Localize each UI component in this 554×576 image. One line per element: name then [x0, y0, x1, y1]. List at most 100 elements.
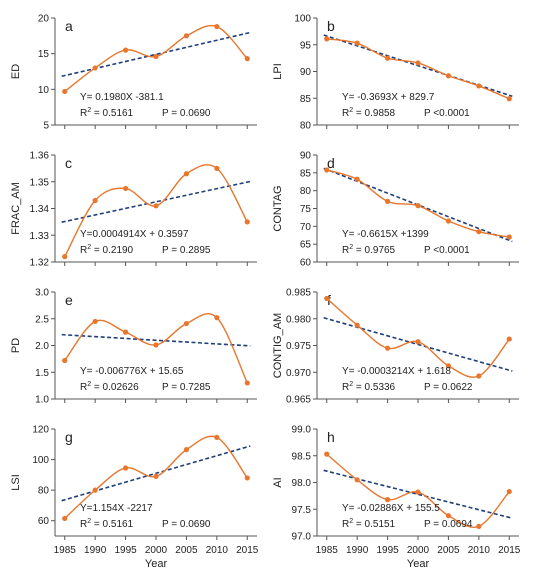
x-tick-label: 2015: [236, 545, 259, 556]
r2-label: R2 = 0.02626: [80, 381, 139, 393]
p-value-label: P = 0.0622: [424, 382, 473, 393]
data-point: [62, 515, 68, 522]
data-point: [122, 465, 129, 471]
panel-letter: a: [65, 18, 73, 34]
y-tick-label: 1.32: [30, 258, 50, 269]
data-point: [183, 320, 190, 327]
r2-label: R2 = 0.5161: [80, 518, 134, 530]
x-tick-label: 1990: [84, 545, 107, 556]
data-point: [384, 55, 391, 61]
data-point: [384, 345, 391, 351]
y-tick-label: 0.985: [286, 288, 311, 299]
panel-g: 60 80 100 120 1985 1990 1995 2000 2005 2010 2015 Ye…: [10, 425, 259, 571]
data-point: [122, 329, 129, 335]
equation-label: Y=0.0004914X + 0.3597: [80, 229, 189, 240]
p-value-label: P = 0.0690: [162, 519, 211, 530]
x-tick-label: 2005: [175, 545, 198, 556]
y-tick-label: 5: [43, 121, 49, 132]
y-axis-label: LPI: [272, 63, 284, 80]
data-point: [183, 171, 190, 177]
data-point: [384, 497, 391, 503]
y-tick-label: 1.35: [30, 177, 50, 188]
y-tick-label: 1.36: [30, 151, 50, 162]
data-point: [354, 322, 360, 328]
y-tick-label: 0.965: [286, 395, 311, 406]
y-tick-label: 85: [300, 168, 312, 179]
x-tick-label: 2015: [498, 545, 521, 556]
r2-label: R2 = 0.9858: [342, 107, 396, 119]
data-point: [324, 36, 330, 42]
panel-c: 1.32 1.33 1.34 1.35 1.36 FRAC_AM c Y=0.0004914X…: [10, 151, 257, 269]
y-tick-label: 60: [300, 258, 312, 269]
data-point: [122, 185, 129, 192]
data-point: [62, 88, 68, 95]
p-value-label: P = 0.0690: [162, 108, 211, 119]
y-tick-label: 99.0: [292, 425, 312, 436]
y-tick-label: 100: [32, 455, 49, 466]
data-point: [476, 229, 482, 235]
data-point: [153, 342, 159, 348]
panel-letter: b: [327, 18, 335, 34]
data-point: [92, 65, 98, 71]
x-tick-label: 2010: [206, 545, 229, 556]
data-point: [153, 473, 159, 479]
y-tick-label: 95: [300, 40, 312, 51]
y-tick-label: 98.5: [292, 451, 312, 462]
data-point: [324, 167, 330, 173]
data-point: [183, 447, 190, 453]
data-point: [183, 33, 190, 39]
y-tick-label: 90: [300, 67, 312, 78]
data-point: [214, 315, 220, 321]
panel-letter: e: [65, 292, 73, 308]
data-point: [476, 523, 482, 529]
data-point: [92, 487, 98, 493]
data-point: [354, 477, 360, 483]
x-tick-label: 1990: [346, 545, 369, 556]
panel-a: 5 10 15 20 ED a Y= 0.1980X -381.1 R2 = 0.5161 P …: [10, 14, 257, 132]
x-tick-label: 2005: [437, 545, 460, 556]
data-point: [445, 218, 452, 224]
data-point: [506, 488, 512, 495]
data-point: [445, 363, 452, 369]
r2-label: R2 = 0.5336: [342, 381, 396, 393]
y-axis-label: LSI: [10, 474, 22, 491]
y-tick-label: 100: [294, 14, 311, 25]
data-point: [214, 165, 220, 171]
y-tick-label: 98.0: [292, 478, 312, 489]
data-point: [244, 56, 250, 62]
panel-letter: d: [327, 155, 335, 171]
y-tick-label: 70: [300, 222, 312, 233]
data-point: [244, 475, 250, 481]
y-tick-label: 20: [38, 14, 50, 25]
trend-line: [61, 180, 251, 223]
data-point: [445, 513, 452, 519]
y-tick-label: 80: [300, 186, 312, 197]
y-axis-label: ED: [10, 64, 22, 79]
trend-line: [323, 317, 513, 372]
data-point: [354, 176, 360, 182]
trend-line: [323, 34, 513, 98]
y-tick-label: 120: [32, 425, 49, 436]
y-tick-label: 80: [300, 121, 312, 132]
r2-label: R2 = 0.2190: [80, 244, 134, 256]
y-tick-label: 0.980: [286, 314, 311, 325]
data-point: [506, 234, 512, 240]
panel-e: 1.0 1.5 2.0 2.5 3.0 PD e Y= -0.006776X + 15.65 R…: [10, 288, 257, 406]
data-point: [244, 219, 250, 225]
data-point: [415, 203, 421, 209]
trend-line: [61, 333, 251, 347]
r2-label: R2 = 0.9765: [342, 244, 396, 256]
data-point: [354, 40, 360, 46]
y-axis-label: FRAC_AM: [10, 182, 22, 235]
y-tick-label: 15: [38, 49, 50, 60]
p-value-label: P <0.0001: [424, 108, 470, 119]
panel-letter: h: [327, 429, 335, 445]
y-tick-label: 1.0: [35, 395, 49, 406]
data-point: [476, 83, 482, 89]
y-tick-label: 97.5: [292, 505, 312, 516]
data-point: [244, 380, 250, 386]
x-tick-label: 2000: [407, 545, 430, 556]
data-point: [153, 203, 159, 209]
y-tick-label: 1.5: [35, 368, 49, 379]
panel-h: 97.0 97.5 98.0 98.5 99.0 1985 1990 1995 2000 2005…: [272, 425, 521, 571]
